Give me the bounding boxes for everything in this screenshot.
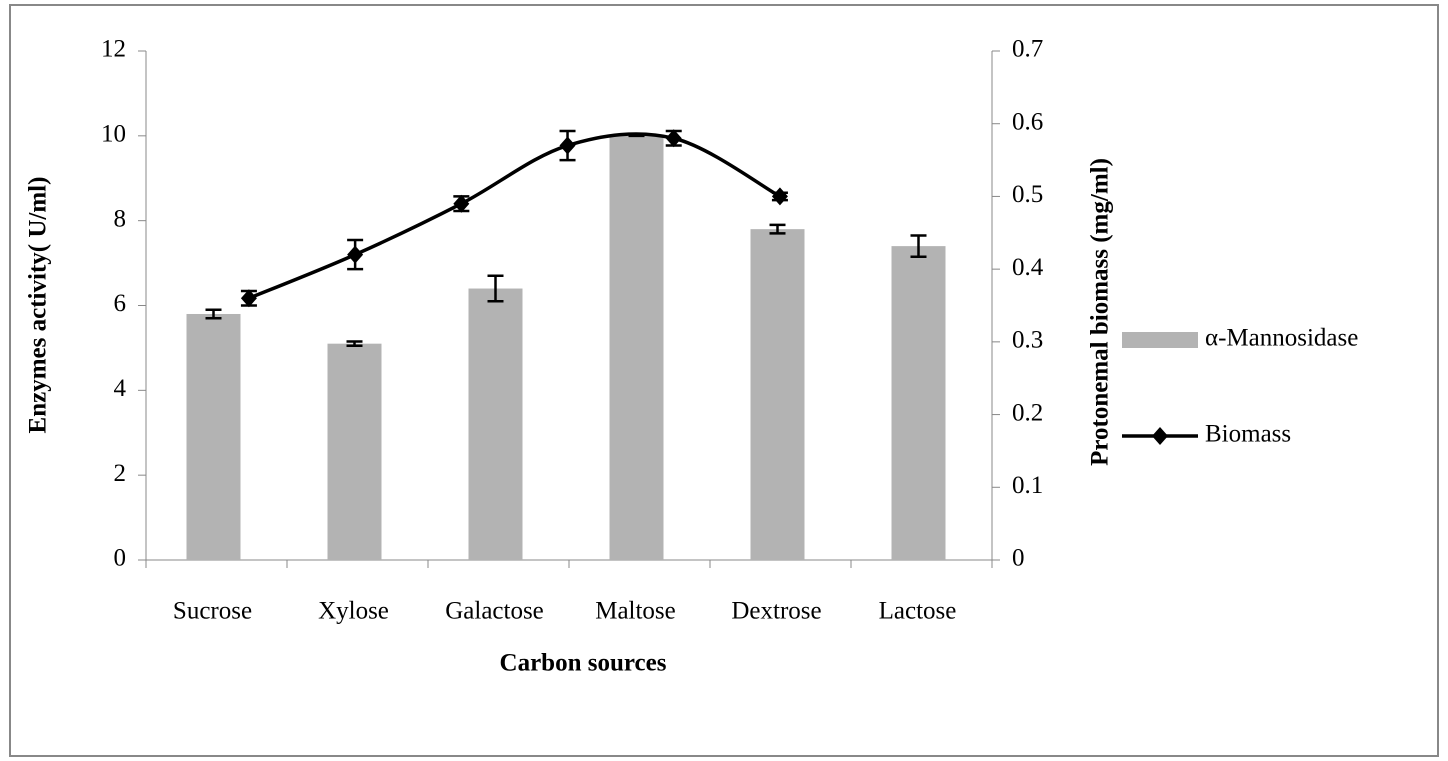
y2-axis-label: Protonemal biomass (mg/ml) — [1087, 158, 1114, 466]
line — [248, 132, 781, 300]
legend-label: α-Mannosidase — [1205, 325, 1358, 352]
bar — [891, 246, 946, 560]
y-axis-label: Enzymes activity( U/ml) — [25, 177, 52, 434]
marker — [453, 194, 470, 213]
x-tick-label: Xylose — [318, 598, 389, 625]
y-tick-label: 10 — [101, 121, 126, 148]
y2-tick-label: 0.3 — [1012, 327, 1043, 354]
y2-tick-label: 0.2 — [1012, 399, 1043, 426]
bar — [750, 229, 805, 560]
y2-tick-label: 0.5 — [1012, 181, 1043, 208]
y-tick-label: 2 — [114, 460, 127, 487]
x-tick-label: Sucrose — [173, 598, 252, 625]
y-tick-label: 8 — [114, 205, 127, 232]
y-tick-label: 4 — [114, 375, 127, 402]
error-bar — [910, 234, 927, 258]
bar — [186, 313, 241, 560]
bar — [327, 343, 382, 560]
error-bar — [769, 223, 786, 235]
y2-tick-label: 0 — [1012, 545, 1025, 572]
error-bar — [487, 274, 504, 303]
marker — [240, 289, 257, 308]
frame — [9, 4, 1439, 757]
bar — [468, 288, 523, 560]
x-axis-label: Carbon sources — [500, 650, 667, 677]
y2-tick-label: 0.4 — [1012, 254, 1044, 281]
y-tick-label: 6 — [114, 290, 127, 317]
y2-tick-label: 0.6 — [1012, 108, 1043, 135]
x-tick-label: Lactose — [879, 598, 957, 625]
legend-swatch — [1122, 332, 1198, 348]
error-bar — [205, 308, 222, 320]
y-tick-label: 12 — [101, 36, 126, 63]
marker — [665, 129, 682, 148]
x-tick-label: Galactose — [445, 598, 544, 625]
marker — [347, 245, 364, 264]
bar — [609, 135, 664, 561]
error-bar — [346, 340, 363, 348]
y2-tick-label: 0.7 — [1012, 36, 1043, 63]
legend-marker — [1152, 427, 1168, 445]
marker — [771, 187, 788, 206]
x-tick-label: Dextrose — [731, 598, 821, 625]
marker — [559, 136, 576, 155]
x-tick-label: Maltose — [595, 598, 676, 625]
legend-label: Biomass — [1205, 421, 1291, 448]
y-tick-label: 0 — [114, 545, 127, 572]
y2-tick-label: 0.1 — [1012, 472, 1043, 499]
